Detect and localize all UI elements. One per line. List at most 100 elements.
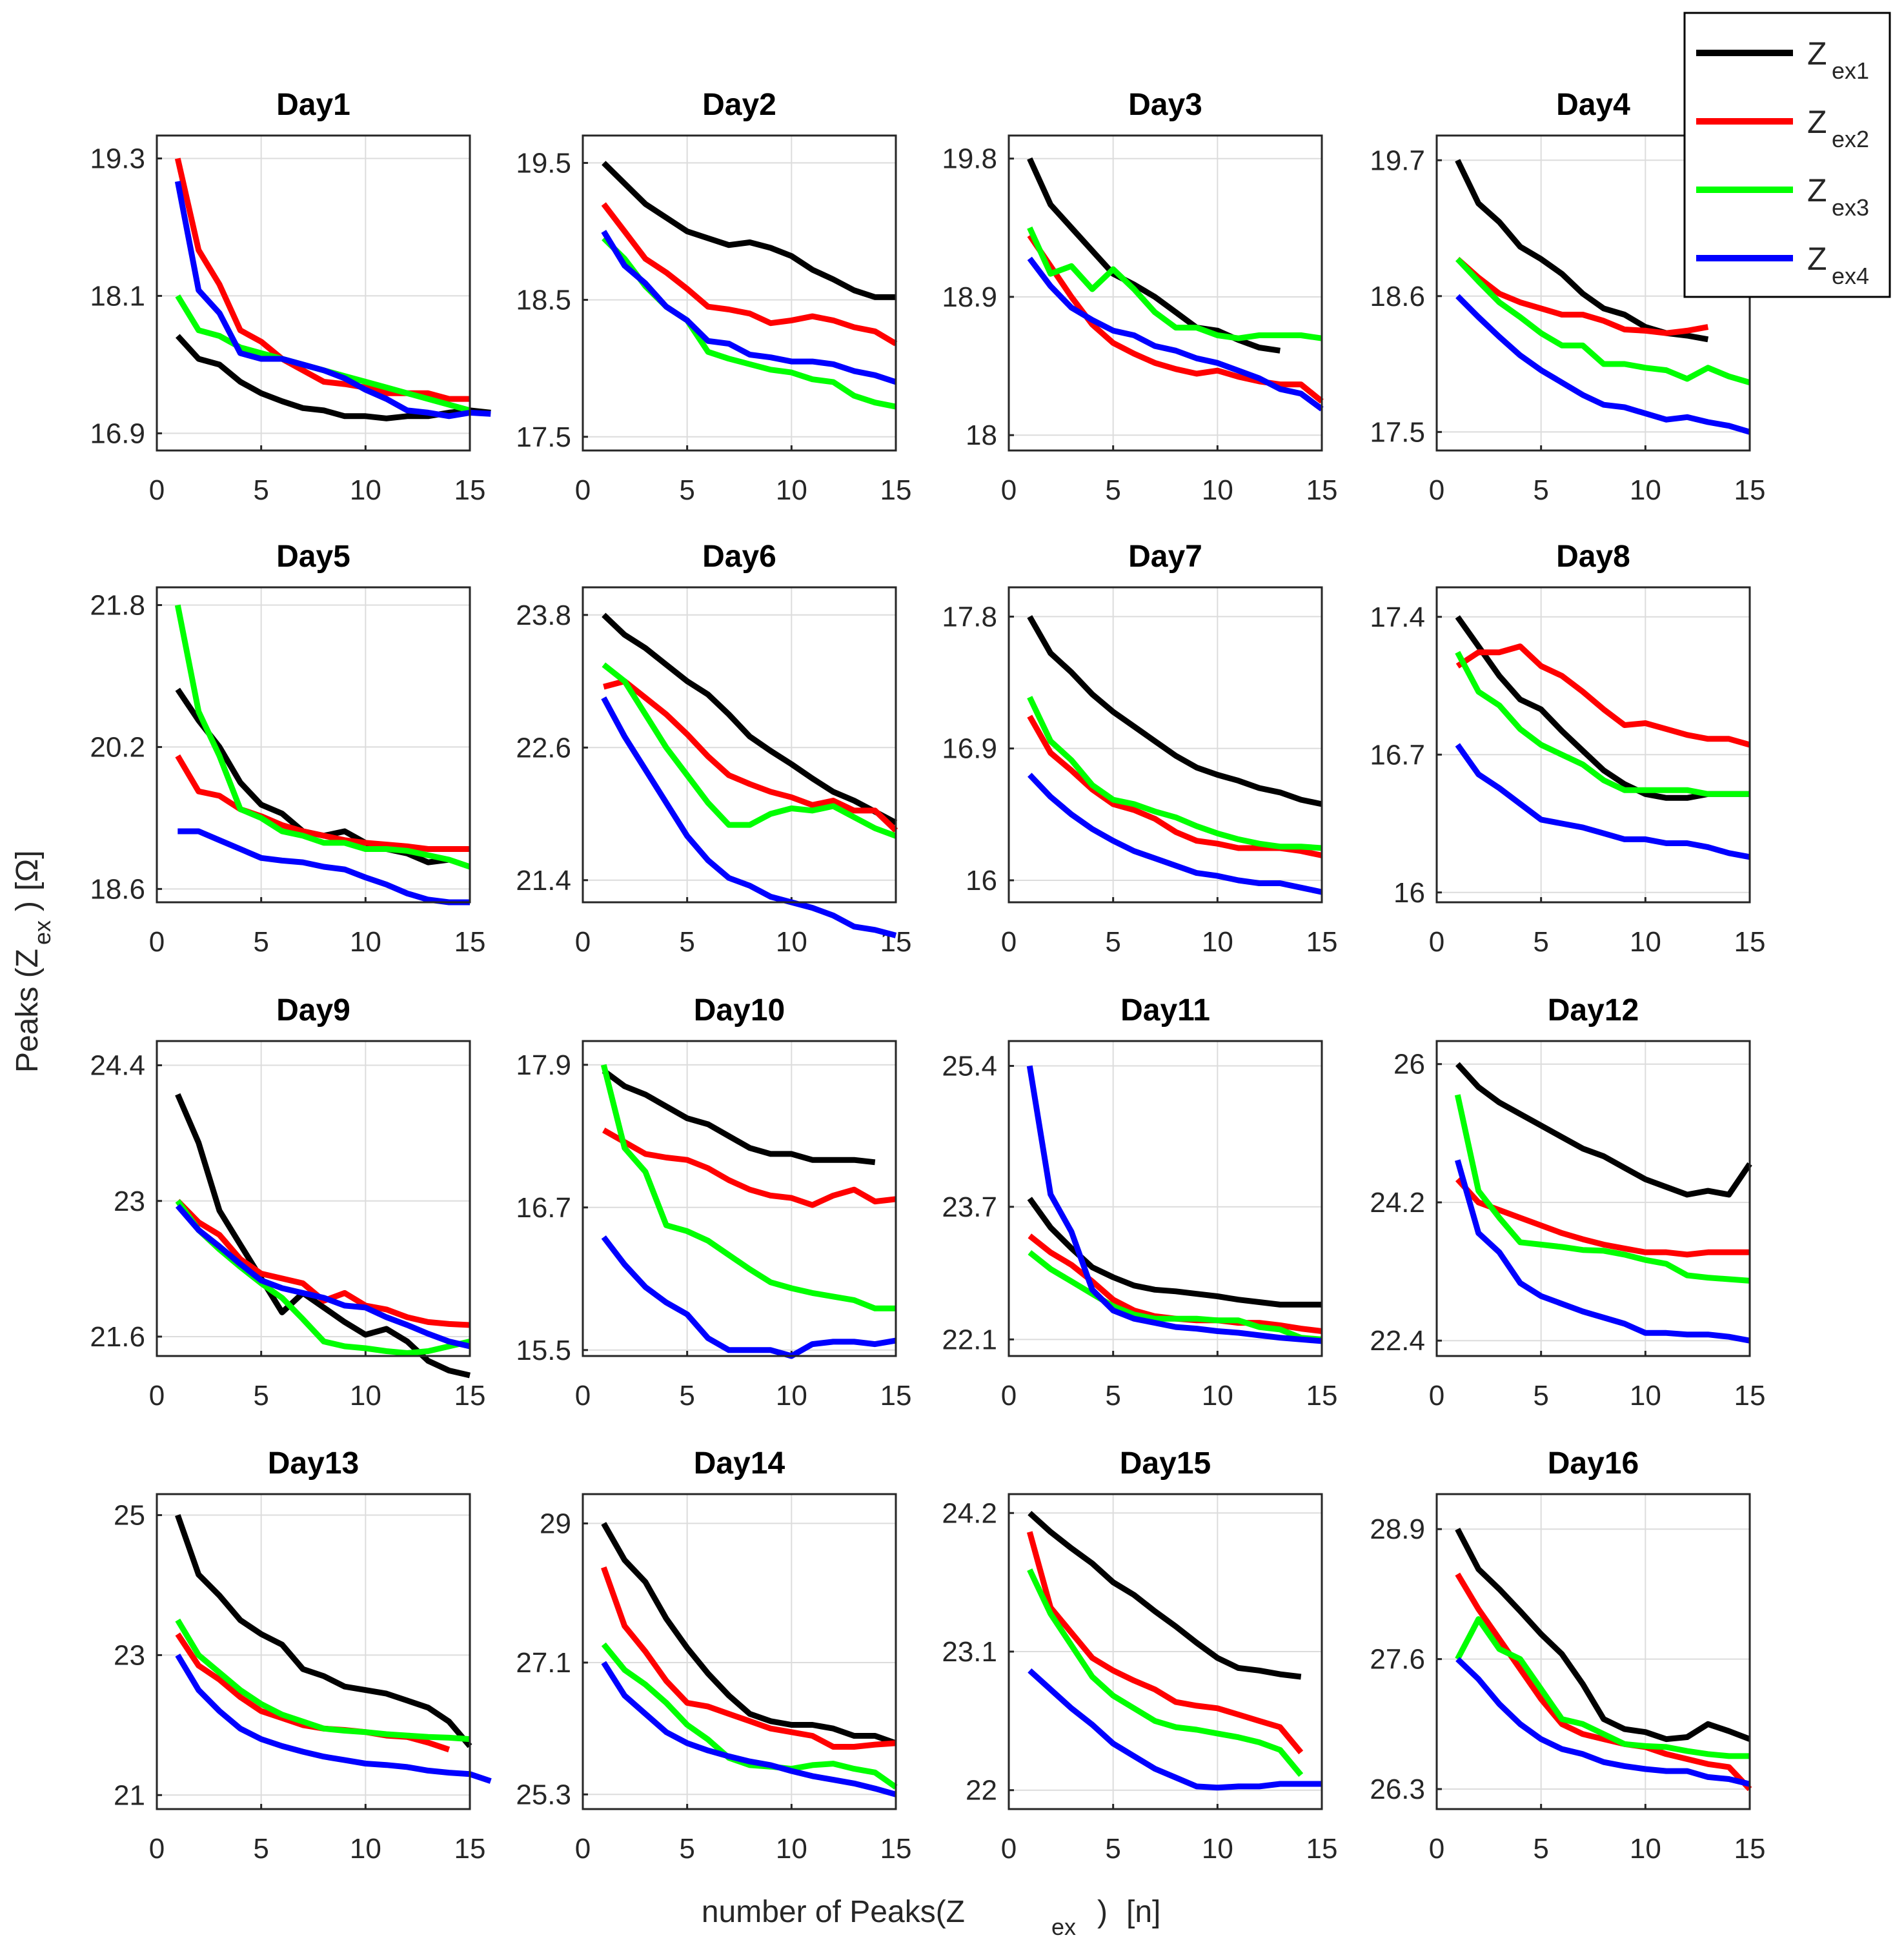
- plot-area: [583, 136, 896, 450]
- x-axis-label: number of Peaks(Z: [702, 1895, 965, 1929]
- y-tick-label: 18.6: [1370, 281, 1425, 312]
- series-line-ex2: [1455, 643, 1751, 748]
- x-tick-label: 5: [679, 1380, 694, 1412]
- panel-title: Day7: [1128, 540, 1202, 574]
- legend-label-ex2: Z: [1807, 104, 1827, 140]
- y-tick-label: 17.9: [516, 1049, 571, 1081]
- y-tick-label: 16: [1393, 877, 1425, 909]
- x-tick-label: 15: [1306, 926, 1338, 958]
- x-tick-label: 5: [1533, 1833, 1548, 1865]
- x-tick-label: 15: [454, 474, 486, 506]
- y-tick-label: 18.5: [516, 285, 571, 316]
- series-line-ex2: [601, 1566, 896, 1750]
- y-tick-label: 21.8: [90, 589, 145, 621]
- y-axis-label-unit: [Ω]: [10, 850, 45, 891]
- series-line-ex1: [1028, 1510, 1302, 1680]
- x-tick-label: 10: [350, 926, 381, 958]
- plot-frame: [156, 1040, 471, 1357]
- x-tick-label: 15: [1306, 1380, 1338, 1412]
- plot-frame: [156, 1493, 471, 1810]
- series-line-ex4: [601, 1235, 896, 1359]
- series-line-ex3: [600, 1064, 896, 1311]
- y-tick-label: 21.6: [90, 1321, 145, 1353]
- x-tick-label: 0: [1001, 1833, 1017, 1865]
- panel-day15: 0 5 10 15 24.2 23.1 22 Day15: [942, 1446, 1337, 1865]
- legend-label-ex4: Z: [1807, 241, 1827, 277]
- panel-title: Day16: [1548, 1446, 1639, 1481]
- series-line-ex3: [1455, 257, 1751, 386]
- series-line-ex3: [1027, 226, 1322, 341]
- series-line-ex4: [1455, 743, 1750, 860]
- x-tick-label: 15: [880, 1380, 912, 1412]
- panel-title: Day10: [694, 993, 785, 1027]
- x-tick-label: 15: [1306, 1833, 1338, 1865]
- y-tick-label: 23.7: [942, 1191, 997, 1223]
- panel-day7: 0 5 10 15 17.8 16.9 16 Day7: [942, 540, 1337, 958]
- panel-day10: 0 5 10 15 17.9 16.7 15.5 Day10: [516, 993, 911, 1412]
- x-tick-label: 5: [1105, 1380, 1120, 1412]
- x-tick-label: 0: [149, 1380, 165, 1412]
- plot-frame: [1008, 586, 1323, 904]
- x-tick-label: 0: [575, 1833, 591, 1865]
- series-line-ex4: [175, 1654, 492, 1784]
- x-tick-label: 5: [1533, 474, 1548, 506]
- x-tick-label: 0: [1429, 926, 1444, 958]
- x-tick-label: 10: [1202, 1380, 1233, 1412]
- x-axis-label-unit: [n]: [1126, 1895, 1160, 1929]
- plot-frame: [156, 586, 471, 904]
- y-tick-label: 16.9: [90, 418, 145, 449]
- x-tick-label: 0: [1001, 926, 1017, 958]
- y-tick-label: 19.7: [1370, 145, 1425, 176]
- x-tick-label: 0: [1429, 1833, 1444, 1865]
- panel-day16: 0 5 10 15 28.9 27.6 26.3 Day16: [1370, 1446, 1765, 1865]
- y-axis-label-sub: ex: [29, 920, 56, 945]
- plot-frame: [582, 134, 897, 452]
- y-tick-label: 25: [114, 1500, 145, 1532]
- panel-title: Day12: [1548, 993, 1639, 1027]
- plot-frame: [1435, 1493, 1751, 1810]
- y-tick-label: 17.5: [516, 421, 571, 453]
- panel-title: Day11: [1120, 993, 1210, 1027]
- series-line-ex4: [174, 181, 491, 420]
- y-tick-label: 27.6: [1370, 1644, 1425, 1675]
- plot-frame: [582, 1493, 897, 1810]
- series-line-ex3: [602, 662, 897, 839]
- y-tick-label: 28.9: [1370, 1513, 1425, 1545]
- series-line-ex3: [1455, 651, 1750, 797]
- x-tick-label: 10: [350, 1380, 381, 1412]
- x-tick-label: 0: [149, 474, 165, 506]
- x-tick-label: 15: [454, 926, 486, 958]
- y-tick-label: 25.4: [942, 1051, 997, 1082]
- x-tick-label: 10: [776, 1833, 807, 1865]
- x-tick-label: 15: [880, 474, 912, 506]
- x-tick-label: 0: [149, 926, 165, 958]
- x-tick-label: 10: [1202, 1833, 1233, 1865]
- series-line-ex1: [602, 161, 896, 300]
- y-tick-label: 18.1: [90, 280, 145, 312]
- panel-day11: 0 5 10 15 25.4 23.7 22.1 Day11: [942, 993, 1337, 1412]
- series-line-ex3: [174, 604, 471, 870]
- y-tick-label: 22.4: [1370, 1325, 1425, 1357]
- plot-frame: [582, 586, 897, 904]
- x-tick-label: 0: [1429, 1380, 1444, 1412]
- series-line-ex2: [1026, 1531, 1304, 1755]
- panel-day1: 0 5 10 15 19.3 18.1 16.9 Day1: [90, 88, 491, 506]
- panel-title: Day3: [1128, 88, 1202, 122]
- x-tick-label: 5: [1105, 1833, 1120, 1865]
- x-tick-label: 15: [1734, 1833, 1766, 1865]
- x-tick-label: 15: [1306, 474, 1338, 506]
- series-line-ex1: [175, 1514, 472, 1748]
- series-line-ex4: [1028, 773, 1322, 895]
- y-tick-label: 26: [1393, 1049, 1425, 1080]
- y-tick-label: 18.9: [942, 281, 997, 313]
- series-line-ex3: [175, 1618, 471, 1743]
- series-line-ex4: [1454, 1159, 1750, 1344]
- x-tick-label: 10: [350, 474, 381, 506]
- x-tick-label: 0: [149, 1833, 165, 1865]
- x-tick-label: 10: [776, 474, 807, 506]
- legend-label-sub-ex2: ex2: [1832, 126, 1869, 152]
- plot-frame: [1435, 586, 1751, 904]
- y-axis-label-close-paren: ): [10, 901, 45, 911]
